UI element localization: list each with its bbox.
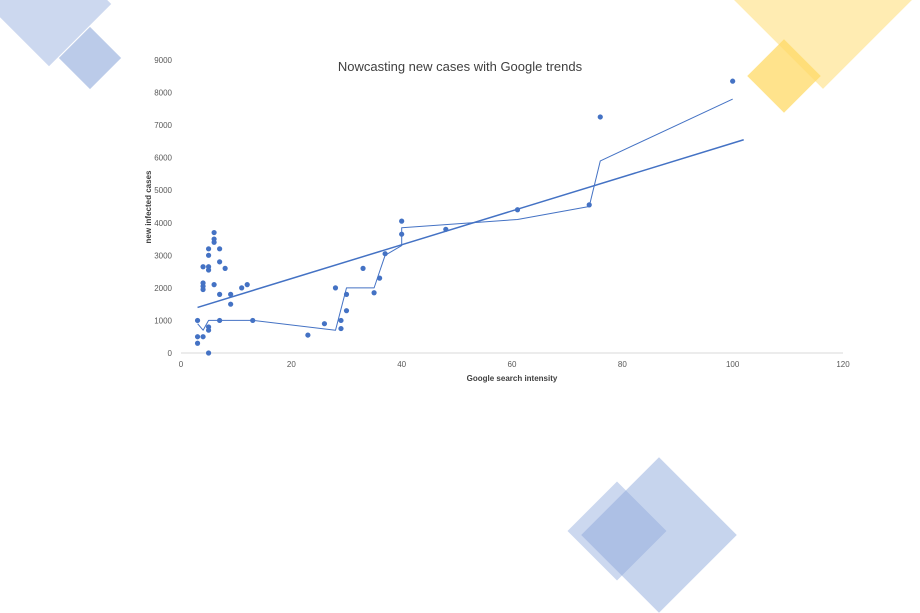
y-tick-label: 8000 xyxy=(154,89,172,98)
data-point xyxy=(217,291,223,297)
data-point xyxy=(211,229,217,236)
data-point xyxy=(332,285,339,291)
data-point xyxy=(377,275,383,281)
data-point xyxy=(586,202,592,208)
data-point xyxy=(250,317,256,324)
data-point xyxy=(228,301,234,307)
data-point xyxy=(200,264,206,270)
y-axis-ticks: 0 1000 2000 3000 4000 5000 6000 7000 8000 9000 xyxy=(154,56,172,358)
y-tick-label: 7000 xyxy=(154,121,172,130)
data-point xyxy=(194,334,201,340)
data-point xyxy=(217,259,223,265)
y-tick-label: 4000 xyxy=(154,219,172,228)
data-point xyxy=(228,291,234,297)
data-point xyxy=(360,265,366,271)
data-point xyxy=(730,78,736,84)
data-point xyxy=(200,280,206,286)
y-tick-label: 5000 xyxy=(154,186,172,195)
data-point xyxy=(211,236,217,242)
smoothed-line xyxy=(197,98,733,331)
data-point xyxy=(343,308,350,314)
data-point xyxy=(205,252,212,258)
y-axis-title: new infected cases xyxy=(144,170,153,243)
y-tick-label: 1000 xyxy=(154,316,172,325)
x-tick-label: 60 xyxy=(508,360,517,369)
data-point xyxy=(222,265,228,271)
data-point xyxy=(205,246,212,252)
x-tick-label: 120 xyxy=(836,360,850,369)
data-point xyxy=(399,231,405,237)
data-point xyxy=(338,325,344,332)
y-tick-label: 9000 xyxy=(154,56,172,65)
data-point xyxy=(382,251,388,257)
x-tick-label: 80 xyxy=(618,360,627,369)
x-tick-label: 0 xyxy=(179,360,184,369)
y-tick-label: 0 xyxy=(168,349,173,358)
data-point xyxy=(399,218,405,224)
x-tick-label: 100 xyxy=(726,360,740,369)
x-tick-label: 20 xyxy=(287,360,296,369)
data-point xyxy=(205,324,212,330)
data-point xyxy=(305,332,311,338)
y-tick-label: 3000 xyxy=(154,251,172,260)
data-point xyxy=(205,264,212,270)
data-point xyxy=(211,282,217,288)
data-point xyxy=(200,334,206,340)
data-point xyxy=(239,285,245,291)
data-point xyxy=(514,207,521,213)
data-points xyxy=(194,78,736,356)
data-point xyxy=(217,246,223,252)
data-point xyxy=(194,340,201,346)
x-axis-ticks: 0 20 40 60 80 100 120 xyxy=(179,360,850,369)
data-point xyxy=(205,350,212,356)
data-point xyxy=(338,317,344,324)
data-point xyxy=(321,321,328,327)
data-point xyxy=(443,226,449,232)
x-tick-label: 40 xyxy=(397,360,406,369)
y-tick-label: 6000 xyxy=(154,154,172,163)
y-tick-label: 2000 xyxy=(154,284,172,293)
linear-trendline xyxy=(197,139,744,309)
chart-lines xyxy=(197,98,744,331)
data-point xyxy=(244,282,250,288)
data-point xyxy=(194,317,201,324)
data-point xyxy=(371,290,377,296)
x-axis-title: Google search intensity xyxy=(467,374,558,383)
data-point xyxy=(343,291,350,297)
data-point xyxy=(217,317,223,324)
data-point xyxy=(597,114,603,120)
scatter-chart: Nowcasting new cases with Google trends … xyxy=(144,56,850,383)
chart-title: Nowcasting new cases with Google trends xyxy=(338,59,583,74)
